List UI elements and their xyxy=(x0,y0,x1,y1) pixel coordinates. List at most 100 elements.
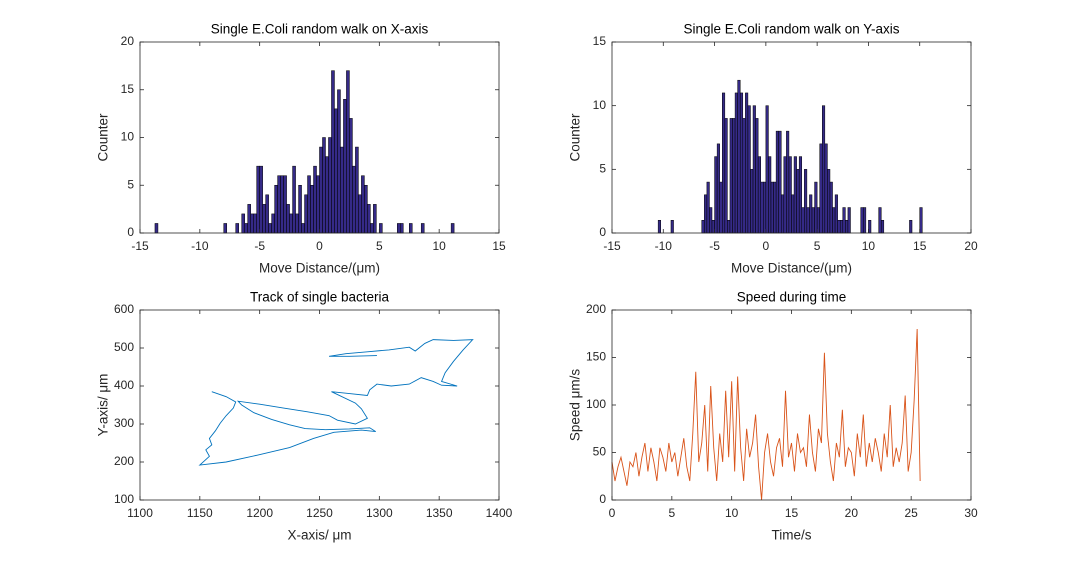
histogram-bar xyxy=(798,156,803,234)
histogram-bar xyxy=(786,130,790,234)
histogram-bar xyxy=(154,223,159,234)
histogram-bar xyxy=(322,137,326,234)
histogram-bar xyxy=(379,223,383,234)
y-tick-label: 200 xyxy=(114,454,134,468)
histogram-bar xyxy=(809,194,813,234)
histogram-bar xyxy=(727,220,731,234)
histogram-bar xyxy=(283,175,287,234)
x-tick-label: -5 xyxy=(254,239,265,253)
y-axis-label: Counter xyxy=(96,113,111,162)
x-tick-label: -5 xyxy=(709,239,720,253)
histogram-bar xyxy=(265,194,269,234)
histogram-bar xyxy=(373,204,377,234)
histogram-bar xyxy=(878,207,882,234)
x-tick-label: 1400 xyxy=(486,506,513,520)
histogram-bar xyxy=(400,223,404,234)
y-tick-label: 5 xyxy=(127,177,134,191)
histogram-bar xyxy=(780,194,785,234)
histogram-bar xyxy=(822,105,826,234)
histogram-bar xyxy=(719,181,723,234)
histogram-bar xyxy=(834,194,838,234)
histogram-bar xyxy=(244,223,248,234)
histogram-bar xyxy=(734,92,738,234)
data-line xyxy=(611,328,921,501)
histogram-bar xyxy=(847,207,851,234)
x-tick-label: 30 xyxy=(964,506,978,520)
histogram-bar xyxy=(271,213,275,234)
histogram-bar xyxy=(292,165,296,234)
histogram-bar xyxy=(829,181,833,234)
x-axis-label: Time/s xyxy=(772,528,812,543)
histogram-bar xyxy=(745,92,749,234)
histogram-bar xyxy=(706,181,710,234)
histogram-bar xyxy=(760,181,764,234)
x-tick-label: 25 xyxy=(904,506,918,520)
histogram-bar xyxy=(253,213,257,234)
histogram-bar xyxy=(832,207,836,234)
x-tick-label: 0 xyxy=(609,506,616,520)
histogram-bar xyxy=(367,204,371,234)
y-tick-label: 15 xyxy=(593,34,607,48)
histogram-bar xyxy=(343,99,347,234)
histogram-bar xyxy=(732,118,736,234)
x-tick-label: 1250 xyxy=(306,506,333,520)
histogram-bar xyxy=(247,204,251,234)
chart-title: Single E.Coli random walk on X-axis xyxy=(211,22,429,37)
histogram-bar xyxy=(768,156,772,234)
histogram-bar xyxy=(739,92,744,234)
y-tick-label: 5 xyxy=(599,162,606,176)
histogram-bar xyxy=(337,89,341,234)
x-tick-label: 20 xyxy=(845,506,859,520)
x-tick-label: 10 xyxy=(432,239,446,253)
histogram-bar xyxy=(268,223,272,234)
x-tick-label: -15 xyxy=(603,239,621,253)
histogram-bar xyxy=(755,118,759,234)
x-axis-label: Move Distance/(μm) xyxy=(259,261,380,276)
histogram-bar xyxy=(860,207,864,234)
y-axis-label: Counter xyxy=(568,113,583,162)
histogram-bar xyxy=(824,143,828,234)
y-tick-label: 100 xyxy=(586,397,606,411)
histogram-bar xyxy=(223,223,228,234)
x-tick-label: 1350 xyxy=(426,506,453,520)
histogram-bar xyxy=(349,118,353,234)
x-tick-label: 20 xyxy=(964,239,978,253)
chart-title: Single E.Coli random walk on Y-axis xyxy=(683,22,899,37)
y-tick-label: 50 xyxy=(593,445,607,459)
y-tick-label: 500 xyxy=(114,340,134,354)
histogram-bar xyxy=(280,175,284,234)
y-tick-label: 0 xyxy=(127,225,134,239)
histogram-bar xyxy=(709,207,713,234)
axes-frame xyxy=(611,41,972,234)
x-axis-label: Move Distance/(μm) xyxy=(731,261,852,276)
histogram-bar xyxy=(295,213,299,234)
histogram-bar xyxy=(409,223,413,234)
histogram-bar xyxy=(704,194,708,234)
x-tick-label: 1150 xyxy=(187,506,213,520)
histogram-bar xyxy=(289,213,293,234)
histogram-bar xyxy=(370,223,374,234)
y-axis-label: Y-axis/ μm xyxy=(96,374,111,437)
histogram-bar xyxy=(340,146,344,234)
y-tick-label: 200 xyxy=(586,302,606,316)
histogram-bar xyxy=(827,169,831,234)
histogram-bar xyxy=(757,156,761,234)
histogram-bar xyxy=(793,156,797,234)
histogram-bar xyxy=(811,207,815,234)
x-tick-label: 1300 xyxy=(366,506,393,520)
histogram-bar xyxy=(714,156,718,234)
x-tick-label: 15 xyxy=(785,506,799,520)
histogram-bar xyxy=(729,118,733,234)
histogram-bar xyxy=(770,181,774,234)
x-tick-label: 5 xyxy=(814,239,821,253)
data-line xyxy=(198,339,474,466)
y-tick-label: 0 xyxy=(599,492,606,506)
histogram-bar xyxy=(304,194,308,234)
histogram-bar xyxy=(319,146,323,234)
histogram-bar xyxy=(839,220,844,234)
histogram-bar xyxy=(742,118,746,234)
y-tick-label: 10 xyxy=(121,130,135,144)
axes-background xyxy=(612,310,971,500)
histogram-bar xyxy=(783,156,787,234)
